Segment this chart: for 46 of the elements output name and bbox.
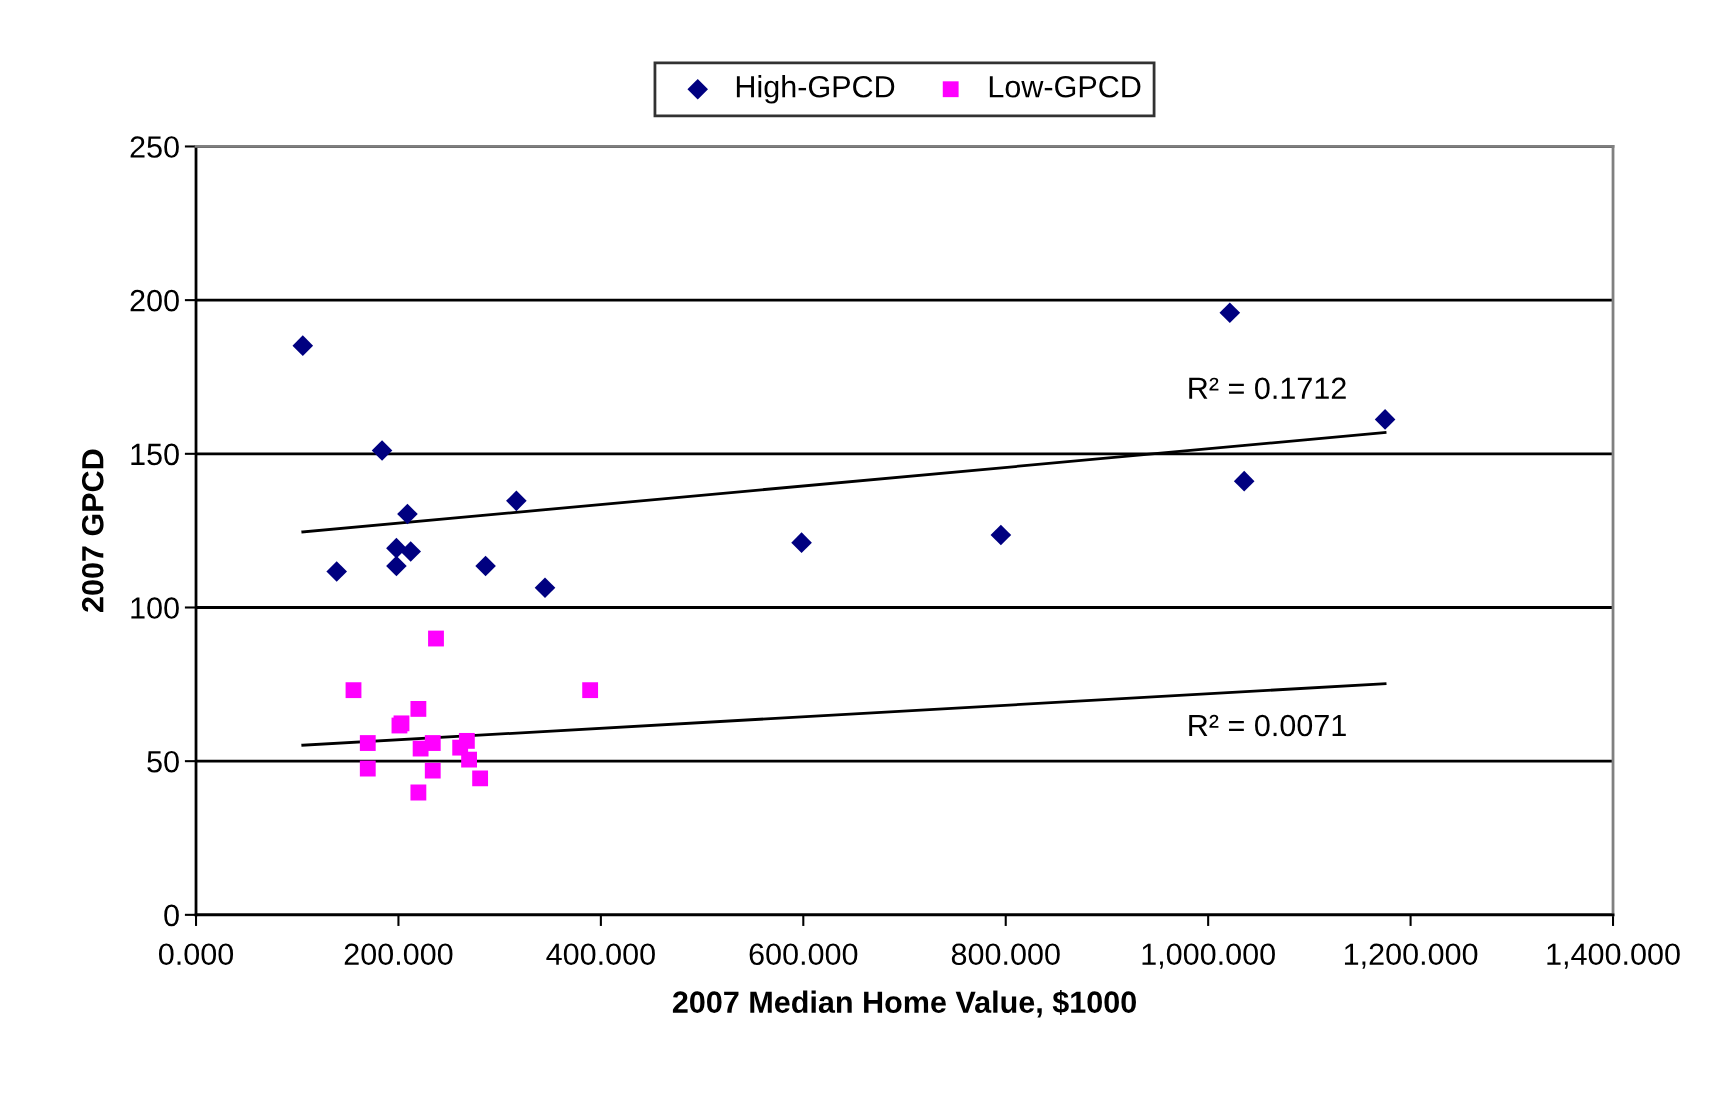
x-axis-title: 2007 Median Home Value, $1000	[672, 990, 1136, 1018]
legend-label: High-GPCD	[736, 75, 895, 104]
point	[475, 555, 496, 577]
legend-label: Low-GPCD	[989, 75, 1141, 98]
point	[359, 735, 376, 751]
y-tick-label: 250	[130, 136, 179, 158]
x-tick-label: 1,200.000	[1344, 943, 1478, 969]
point	[1233, 470, 1255, 492]
annotation: R² = 0.1712	[1189, 377, 1346, 400]
point	[400, 541, 421, 562]
x-tick-label: 1,400.000	[1547, 943, 1680, 969]
x-tick-label: 0.000	[158, 943, 234, 966]
point	[424, 735, 441, 751]
y-tick-label: 150	[131, 443, 179, 466]
x-tick-label: 400.000	[546, 943, 655, 966]
point	[534, 577, 556, 599]
point	[506, 490, 527, 512]
y-tick-label: 100	[131, 597, 179, 619]
point	[461, 751, 478, 768]
point	[472, 770, 489, 787]
x-tick-label: 600.000	[749, 943, 858, 966]
point	[397, 503, 418, 525]
point	[345, 682, 362, 699]
y-tick-label: 50	[147, 750, 179, 773]
point	[359, 760, 376, 777]
point	[582, 682, 599, 699]
point	[292, 335, 314, 356]
point	[410, 784, 427, 801]
point	[791, 532, 812, 553]
annotation: R² = 0.0071	[1189, 714, 1346, 737]
point	[1374, 409, 1396, 430]
point	[1219, 302, 1241, 324]
point	[990, 524, 1012, 546]
point	[428, 630, 444, 647]
x-tick-label: 200.000	[344, 943, 453, 966]
x-tick-label: 800.000	[951, 943, 1060, 966]
y-tick-label: 0	[164, 904, 179, 927]
point	[386, 555, 407, 577]
point	[458, 732, 475, 749]
point	[326, 561, 347, 582]
point	[371, 440, 393, 461]
y-tick-label: 200	[130, 289, 179, 312]
point	[410, 701, 427, 717]
y-axis-title: 2007 GPCD	[81, 449, 104, 612]
x-tick-label: 1,000.000	[1142, 943, 1275, 969]
point	[424, 762, 441, 779]
